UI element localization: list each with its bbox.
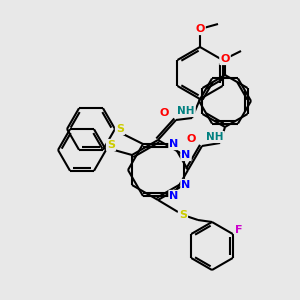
Text: N: N (169, 139, 178, 149)
Text: F: F (235, 225, 242, 235)
Text: N: N (182, 150, 190, 160)
Text: O: O (186, 134, 196, 144)
Text: NH: NH (206, 132, 224, 142)
Text: S: S (179, 210, 187, 220)
Text: S: S (116, 124, 124, 134)
Text: NH: NH (177, 106, 195, 116)
Text: O: O (220, 54, 230, 64)
Text: S: S (107, 140, 115, 150)
Text: N: N (182, 180, 190, 190)
Text: O: O (195, 24, 205, 34)
Text: N: N (169, 191, 178, 201)
Text: O: O (159, 108, 169, 118)
